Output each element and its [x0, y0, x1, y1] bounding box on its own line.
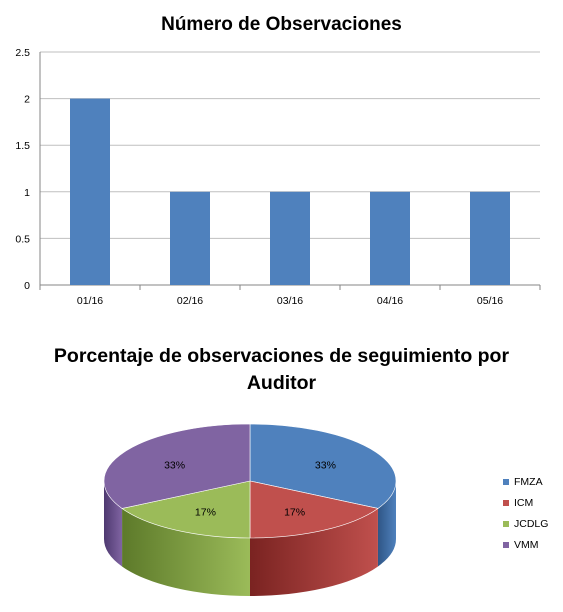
y-tick-label: 1.5 [15, 140, 30, 152]
pie-side-jcdlg [122, 508, 250, 596]
legend-item-vmm: VMM [503, 534, 548, 555]
legend-label: VMM [514, 538, 539, 551]
pie-slice-icm [249, 480, 379, 539]
pie-data-label: 33% [164, 460, 185, 472]
x-tick-label: 04/16 [377, 295, 403, 307]
pie-chart-legend: FMZA ICM JCDLG VMM [503, 471, 548, 555]
pie-side-fmza [377, 481, 396, 567]
bar-01-16 [70, 98, 110, 285]
pie-chart: 33% 17% 17% 33% [103, 423, 397, 596]
y-tick-label: 0.5 [15, 233, 30, 245]
x-tick-label: 03/16 [277, 295, 303, 307]
x-tick-label: 05/16 [477, 295, 503, 307]
legend-swatch [503, 478, 509, 485]
x-tick-label: 01/16 [77, 295, 103, 307]
legend-item-jcdlg: JCDLG [503, 513, 548, 534]
y-tick-label: 2 [24, 94, 30, 106]
pie-data-label: 17% [195, 506, 216, 518]
bar-02-16 [170, 191, 210, 285]
legend-label: ICM [514, 496, 534, 509]
pie-side-icm [250, 508, 378, 596]
pie-side-vmm [104, 481, 123, 567]
bar-03-16 [270, 191, 310, 285]
bar-04-16 [370, 191, 410, 285]
bar-chart-y-ticks: 0 0.5 1 1.5 2 2.5 [15, 47, 30, 292]
legend-swatch [503, 520, 509, 527]
legend-item-fmza: FMZA [503, 471, 548, 492]
pie-chart-title: Porcentaje de observaciones de seguimien… [53, 345, 510, 394]
pie-slice-vmm [103, 423, 251, 509]
y-tick-label: 2.5 [15, 47, 30, 59]
bar-05-16 [470, 191, 510, 285]
bar-chart-bars [70, 98, 510, 285]
pie-data-label: 17% [284, 506, 305, 518]
legend-item-icm: ICM [503, 492, 548, 513]
y-tick-label: 1 [24, 187, 30, 199]
x-tick-label: 02/16 [177, 295, 203, 307]
pie-slice-jcdlg [121, 480, 251, 539]
pie-slice-fmza [249, 423, 397, 509]
pie-data-label: 33% [315, 460, 336, 472]
bar-chart-title: Número de Observaciones [161, 14, 402, 35]
y-tick-label: 0 [24, 280, 30, 292]
legend-swatch [503, 541, 509, 548]
bar-chart-x-ticks: 01/16 02/16 03/16 04/16 05/16 [39, 285, 541, 307]
legend-swatch [503, 499, 509, 506]
legend-label: FMZA [514, 475, 543, 488]
legend-label: JCDLG [514, 517, 549, 530]
